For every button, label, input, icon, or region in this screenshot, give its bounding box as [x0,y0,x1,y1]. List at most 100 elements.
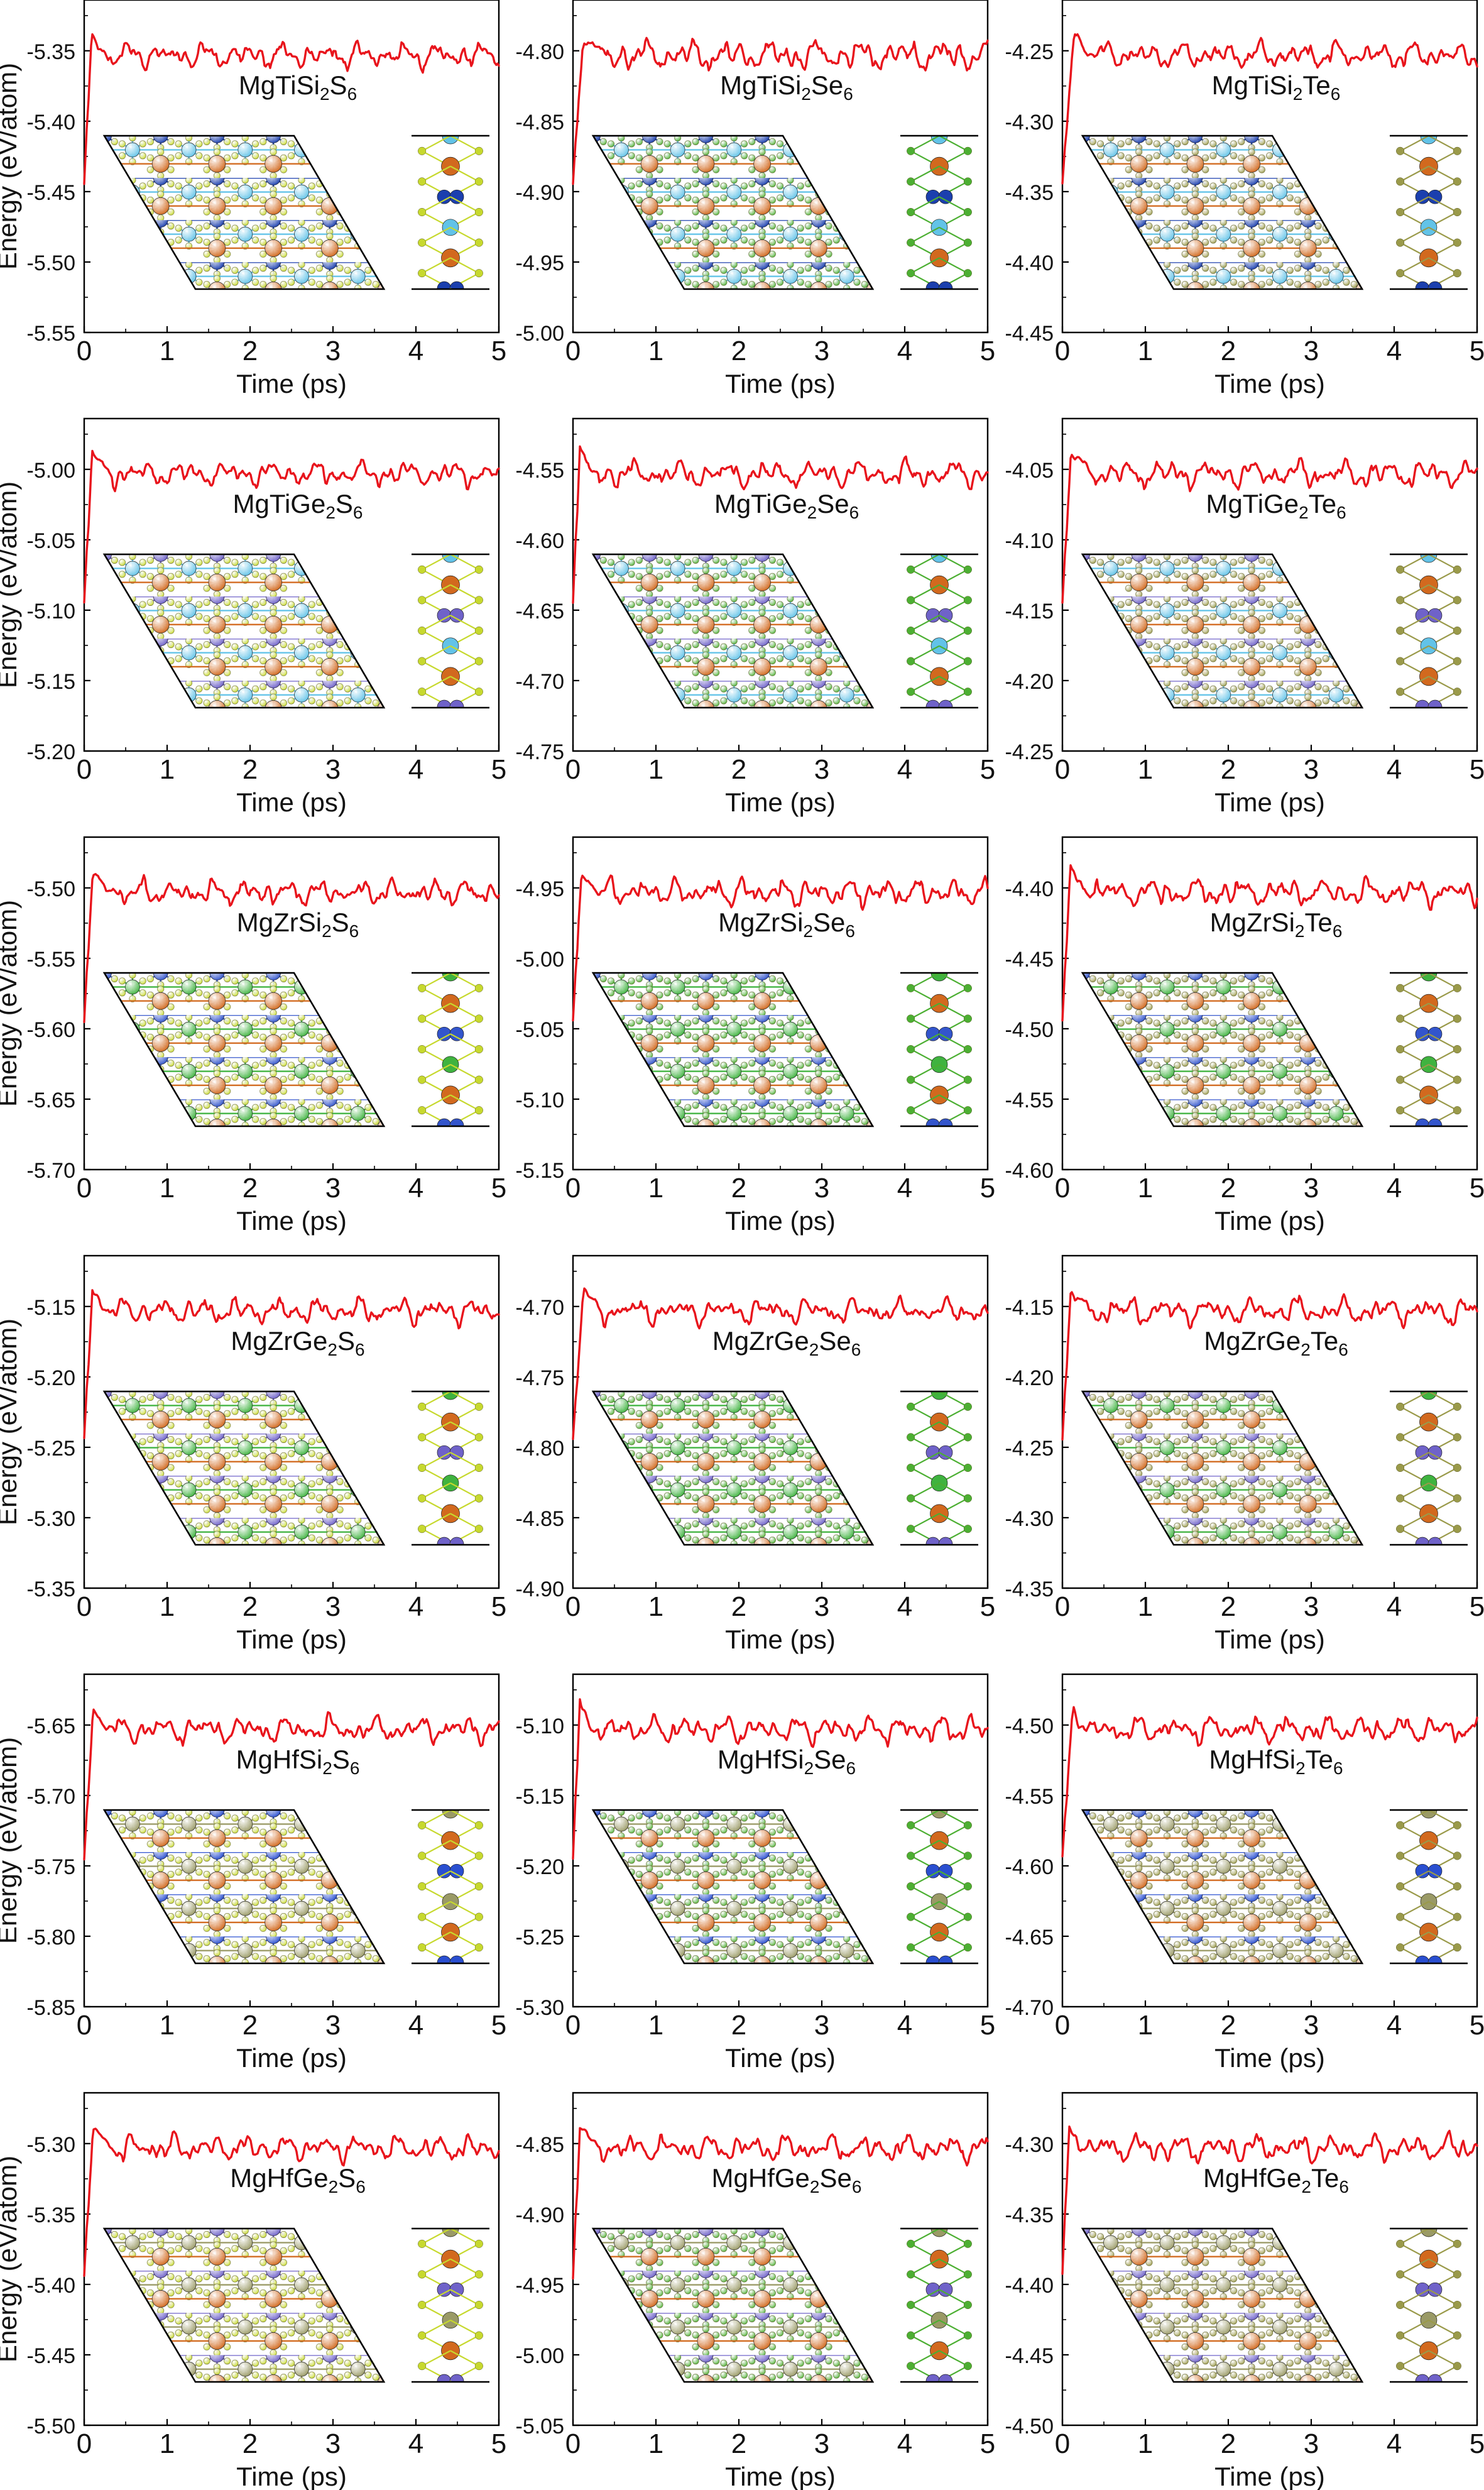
svg-text:1: 1 [648,1591,663,1622]
svg-text:2: 2 [1221,754,1236,785]
svg-text:5: 5 [491,1173,506,1204]
svg-text:2: 2 [731,2010,746,2041]
svg-text:-5.55: -5.55 [27,322,76,346]
svg-text:-4.30: -4.30 [1005,111,1054,134]
svg-text:-5.85: -5.85 [27,1996,76,2020]
svg-text:1: 1 [648,1173,663,1204]
svg-text:5: 5 [491,336,506,366]
svg-text:-5.45: -5.45 [27,181,76,205]
svg-text:-5.20: -5.20 [516,1855,565,1879]
svg-text:-4.85: -4.85 [516,2133,565,2157]
svg-text:Time (ps): Time (ps) [725,1206,836,1236]
svg-text:-5.35: -5.35 [27,1577,76,1601]
svg-text:-4.30: -4.30 [1005,2133,1054,2157]
svg-text:1: 1 [1138,336,1153,366]
svg-text:5: 5 [980,2428,995,2459]
svg-text:5: 5 [491,754,506,785]
svg-text:4: 4 [897,2428,912,2459]
svg-text:MgTiSi2S6: MgTiSi2S6 [239,70,357,104]
svg-text:-4.50: -4.50 [1005,2415,1054,2438]
svg-text:-4.45: -4.45 [1005,322,1054,346]
svg-text:4: 4 [408,1591,423,1622]
svg-text:0: 0 [565,2428,581,2459]
svg-text:Time (ps): Time (ps) [725,787,836,817]
svg-text:-5.05: -5.05 [516,1018,565,1042]
svg-text:-5.15: -5.15 [27,1296,76,1320]
svg-text:2: 2 [243,754,258,785]
svg-text:-4.70: -4.70 [516,670,565,694]
svg-text:-5.10: -5.10 [516,1089,565,1112]
svg-text:-4.65: -4.65 [1005,1926,1054,1950]
svg-text:-4.95: -4.95 [516,2274,565,2298]
svg-text:-4.60: -4.60 [1005,1159,1054,1183]
svg-text:2: 2 [1221,1173,1236,1204]
svg-text:5: 5 [980,2010,995,2041]
svg-text:Time (ps): Time (ps) [1214,1625,1325,1654]
svg-text:-5.65: -5.65 [27,1089,76,1112]
svg-text:4: 4 [1387,336,1402,366]
svg-text:2: 2 [731,2428,746,2459]
svg-text:-4.05: -4.05 [1005,459,1054,483]
svg-text:4: 4 [408,336,423,366]
svg-text:0: 0 [565,754,581,785]
svg-text:-4.90: -4.90 [516,1577,565,1601]
svg-text:3: 3 [814,1591,829,1622]
svg-text:-5.55: -5.55 [27,948,76,972]
svg-text:3: 3 [1304,2010,1319,2041]
svg-text:-4.55: -4.55 [1005,1089,1054,1112]
svg-text:-5.10: -5.10 [27,600,76,623]
svg-text:3: 3 [1304,2428,1319,2459]
svg-text:-4.30: -4.30 [1005,1507,1054,1531]
svg-text:-4.50: -4.50 [1005,1714,1054,1738]
svg-text:-5.50: -5.50 [27,877,76,901]
svg-text:-4.20: -4.20 [1005,670,1054,694]
svg-text:-4.50: -4.50 [1005,1018,1054,1042]
svg-text:MgZrSi2S6: MgZrSi2S6 [237,908,359,941]
svg-text:MgHfSi2S6: MgHfSi2S6 [236,1745,360,1778]
svg-text:-5.50: -5.50 [27,2415,76,2438]
svg-text:-5.65: -5.65 [27,1714,76,1738]
svg-text:MgHfGe2Se6: MgHfGe2Se6 [712,2163,862,2197]
svg-text:-5.00: -5.00 [27,459,76,483]
svg-text:Time (ps): Time (ps) [236,2462,347,2490]
svg-text:Time (ps): Time (ps) [1214,2462,1325,2490]
svg-text:1: 1 [648,754,663,785]
svg-text:-5.40: -5.40 [27,2274,76,2298]
svg-text:5: 5 [491,2428,506,2459]
svg-text:5: 5 [980,336,995,366]
svg-text:Time (ps): Time (ps) [1214,369,1325,398]
svg-text:-5.35: -5.35 [27,2203,76,2227]
svg-text:5: 5 [1470,336,1484,366]
svg-text:0: 0 [1055,1591,1070,1622]
svg-text:Energy (eV/atom): Energy (eV/atom) [0,900,22,1107]
svg-text:0: 0 [77,2428,92,2459]
svg-text:4: 4 [897,336,912,366]
svg-text:1: 1 [1138,1173,1153,1204]
svg-text:0: 0 [77,1591,92,1622]
svg-text:-4.10: -4.10 [1005,529,1054,553]
svg-text:1: 1 [160,336,175,366]
svg-text:-5.00: -5.00 [516,322,565,346]
svg-text:-4.60: -4.60 [1005,1855,1054,1879]
svg-text:Time (ps): Time (ps) [725,2043,836,2073]
svg-text:MgTiGe2Te6: MgTiGe2Te6 [1206,489,1346,522]
svg-text:MgZrGe2Se6: MgZrGe2Se6 [712,1326,861,1359]
svg-text:3: 3 [814,1173,829,1204]
svg-text:-5.20: -5.20 [27,740,76,764]
svg-text:-4.40: -4.40 [1005,877,1054,901]
svg-text:1: 1 [160,1173,175,1204]
svg-text:3: 3 [1304,1173,1319,1204]
svg-text:MgZrGe2S6: MgZrGe2S6 [231,1326,364,1359]
svg-text:-4.45: -4.45 [1005,2344,1054,2368]
svg-text:1: 1 [160,2010,175,2041]
svg-text:5: 5 [980,1173,995,1204]
svg-text:Time (ps): Time (ps) [725,2462,836,2490]
svg-text:-5.00: -5.00 [516,948,565,972]
svg-text:1: 1 [160,754,175,785]
svg-text:-4.35: -4.35 [1005,2203,1054,2227]
svg-text:3: 3 [1304,1591,1319,1622]
svg-text:-4.35: -4.35 [1005,181,1054,205]
svg-text:Energy (eV/atom): Energy (eV/atom) [0,2156,22,2362]
svg-text:-4.80: -4.80 [516,1437,565,1461]
svg-text:-5.25: -5.25 [516,1926,565,1950]
